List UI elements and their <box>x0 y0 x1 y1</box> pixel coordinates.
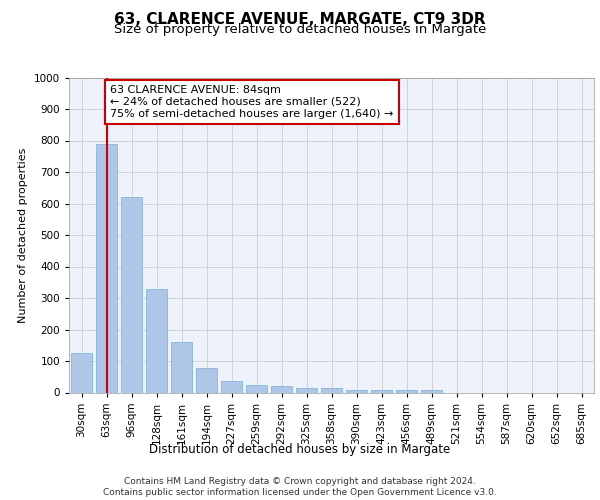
Bar <box>396 390 417 392</box>
Bar <box>321 388 342 392</box>
Bar <box>121 197 142 392</box>
Bar <box>346 390 367 392</box>
Text: 63 CLARENCE AVENUE: 84sqm
← 24% of detached houses are smaller (522)
75% of semi: 63 CLARENCE AVENUE: 84sqm ← 24% of detac… <box>110 86 394 118</box>
Text: Distribution of detached houses by size in Margate: Distribution of detached houses by size … <box>149 442 451 456</box>
Bar <box>371 390 392 392</box>
Text: Size of property relative to detached houses in Margate: Size of property relative to detached ho… <box>114 22 486 36</box>
Bar <box>71 353 92 393</box>
Bar <box>196 368 217 392</box>
Text: Contains HM Land Registry data © Crown copyright and database right 2024.
Contai: Contains HM Land Registry data © Crown c… <box>103 478 497 497</box>
Bar <box>421 390 442 392</box>
Bar <box>271 386 292 392</box>
Bar <box>246 384 267 392</box>
Y-axis label: Number of detached properties: Number of detached properties <box>18 148 28 322</box>
Bar <box>221 380 242 392</box>
Bar <box>96 144 117 392</box>
Text: 63, CLARENCE AVENUE, MARGATE, CT9 3DR: 63, CLARENCE AVENUE, MARGATE, CT9 3DR <box>114 12 486 28</box>
Bar <box>296 388 317 392</box>
Bar <box>171 342 192 392</box>
Bar <box>146 288 167 393</box>
